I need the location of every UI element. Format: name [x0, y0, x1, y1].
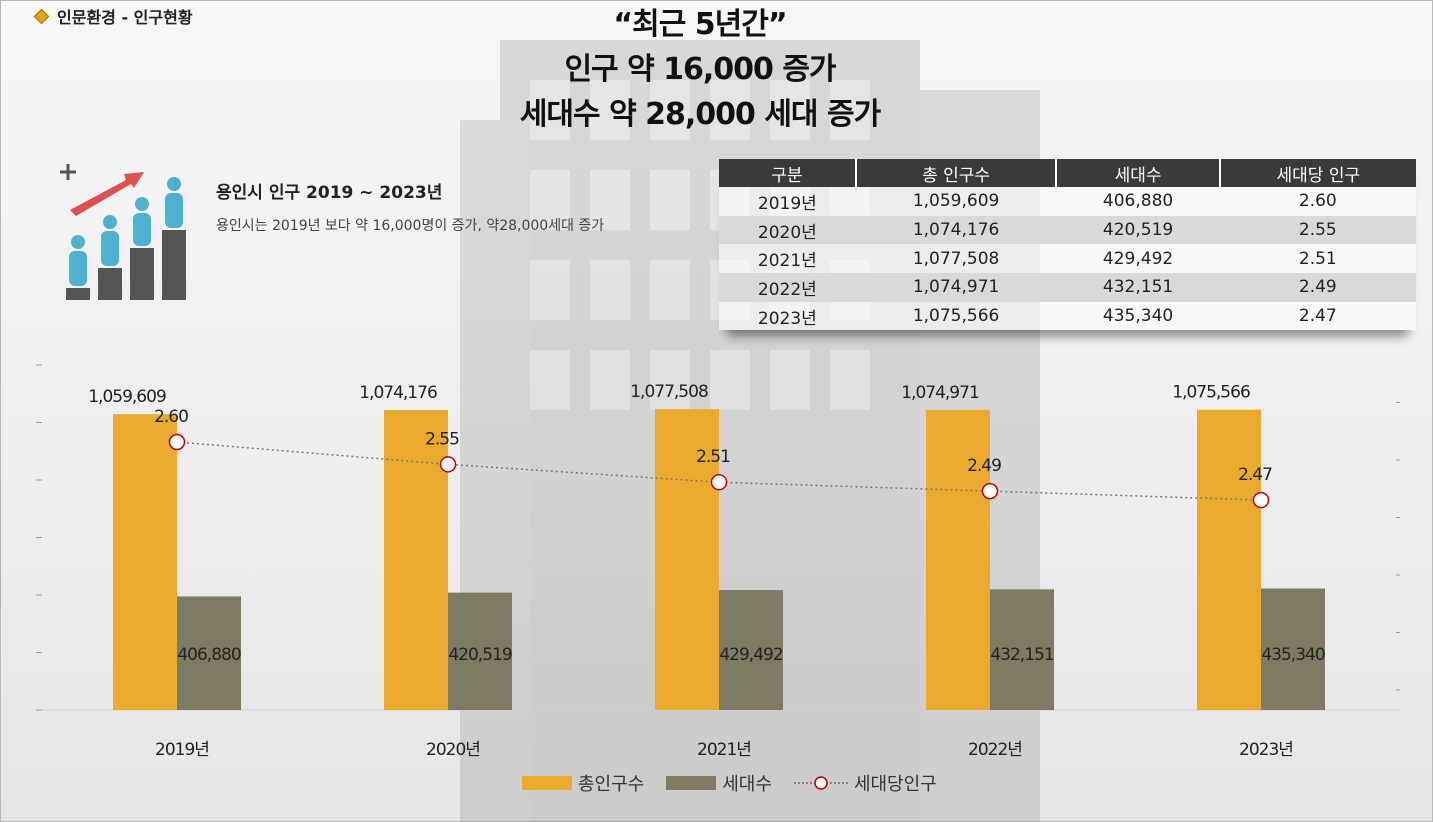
table-cell: 2.60: [1219, 187, 1416, 216]
ratio-label: 2.60: [154, 407, 188, 427]
table-cell: 2.49: [1219, 273, 1416, 302]
legend-label-ratio: 세대당인구: [853, 774, 937, 795]
legend-label-households: 세대수: [722, 774, 772, 795]
bar-households: [448, 592, 512, 710]
bar-label-population: 1,059,609: [88, 387, 166, 407]
table-row: 2020년 1,074,176 420,519 2.55: [719, 215, 1416, 245]
legend-item-population: 총인구수: [522, 770, 644, 796]
legend-item-households: 세대수: [666, 770, 772, 796]
table-cell: 2.47: [1219, 301, 1416, 331]
ratio-point: [168, 433, 186, 451]
bar-households: [990, 589, 1054, 710]
table-cell: 1,075,566: [855, 301, 1057, 331]
ratio-label: 2.51: [696, 447, 730, 467]
bar-label-population: 1,075,566: [1172, 383, 1250, 403]
table-cell: 1,074,176: [855, 215, 1057, 245]
bar-population: [655, 409, 719, 710]
table-cell: 406,880: [1056, 187, 1220, 216]
table-row: 2021년 1,077,508 429,492 2.51: [719, 244, 1416, 274]
x-tick-label: 2023년: [1239, 740, 1293, 760]
table-row: 2019년 1,059,609 406,880 2.60: [719, 187, 1416, 216]
bar-population: [384, 410, 448, 710]
ratio-point: [710, 473, 728, 491]
table-cell: 2023년: [719, 301, 856, 331]
x-tick-label: 2022년: [968, 740, 1022, 760]
table-cell: 2020년: [719, 215, 856, 245]
table-cell: 2021년: [719, 244, 856, 274]
table-cell: 2022년: [719, 273, 856, 302]
ratio-label: 2.47: [1238, 465, 1272, 485]
ratio-point: [1252, 491, 1270, 509]
ratio-line: [176, 441, 1262, 501]
table-header-cell: 구분: [719, 159, 856, 187]
ratio-label: 2.49: [967, 456, 1001, 476]
table-header-row: 구분 총 인구수 세대수 세대당 인구: [719, 159, 1416, 187]
headline-line-2: 인구 약 16,000 증가: [564, 52, 836, 87]
bar-population: [926, 409, 990, 710]
bar-label-households: 429,492: [719, 645, 782, 665]
table-row: 2023년 1,075,566 435,340 2.47: [719, 301, 1416, 331]
info-title: 용인시 인구 2019 ~ 2023년: [216, 183, 443, 203]
population-chart: 1,059,609 406,880 2019년 1,074,176 420,519 202…: [36, 364, 1400, 760]
table-cell: 429,492: [1056, 244, 1220, 274]
bar-households: [1261, 588, 1325, 710]
legend-label-population: 총인구수: [578, 774, 645, 795]
table-cell: 2.51: [1219, 244, 1416, 274]
bar-label-households: 406,880: [177, 645, 240, 665]
bar-label-households: 420,519: [448, 645, 511, 665]
diamond-bullet-icon: [33, 8, 50, 24]
headline: “최근 5년간” 인구 약 16,000 증가 세대수 약 28,000 세대 …: [420, 2, 980, 137]
bar-label-population: 1,074,176: [359, 383, 437, 403]
bar-label-households: 435,340: [1261, 645, 1324, 665]
table-cell: 2.55: [1219, 215, 1416, 245]
x-tick-label: 2020년: [426, 740, 480, 760]
table-cell: 432,151: [1056, 273, 1220, 302]
bar-label-population: 1,074,971: [901, 383, 979, 403]
section-label: 인문환경 - 인구현황: [57, 8, 193, 27]
table-cell: 2019년: [719, 187, 856, 216]
bar-label-households: 432,151: [990, 645, 1053, 665]
info-description: 용인시는 2019년 보다 약 16,000명이 증가, 약28,000세대 증…: [216, 218, 605, 234]
section-tag: 인문환경 - 인구현황: [33, 4, 193, 28]
bar-households: [177, 596, 241, 710]
table-header-cell: 총 인구수: [854, 159, 1057, 187]
table-cell: 435,340: [1056, 301, 1220, 331]
table-cell: 1,059,609: [855, 187, 1057, 216]
bar-label-population: 1,077,508: [630, 382, 708, 402]
legend-item-ratio: 세대당인구: [793, 770, 937, 796]
table-cell: 1,074,971: [855, 273, 1057, 302]
headline-line-3: 세대수 약 28,000 세대 증가: [519, 97, 881, 132]
population-growth-icon: [60, 164, 186, 300]
ratio-point: [439, 456, 457, 473]
table-header-cell: 세대당 인구: [1218, 159, 1416, 187]
headline-line-1: “최근 5년간”: [613, 7, 787, 42]
chart-legend: 총인구수 세대수 세대당인구: [522, 770, 937, 796]
table-cell: 1,077,508: [855, 244, 1057, 274]
x-tick-label: 2021년: [697, 740, 751, 760]
table-cell: 420,519: [1056, 215, 1220, 245]
ratio-point: [981, 482, 999, 500]
table-header-cell: 세대수: [1055, 159, 1220, 187]
ratio-label: 2.55: [425, 429, 459, 449]
bar-households: [719, 590, 783, 710]
legend-marker-ratio-icon: [793, 776, 848, 790]
table-row: 2022년 1,074,971 432,151 2.49: [719, 273, 1416, 302]
population-table: 구분 총 인구수 세대수 세대당 인구 2019년 1,059,609 406,…: [719, 159, 1416, 331]
legend-swatch-population: [522, 776, 572, 790]
x-tick-label: 2019년: [155, 740, 209, 760]
legend-swatch-households: [666, 776, 717, 790]
bar-population: [113, 414, 177, 710]
bar-population: [1197, 409, 1261, 710]
